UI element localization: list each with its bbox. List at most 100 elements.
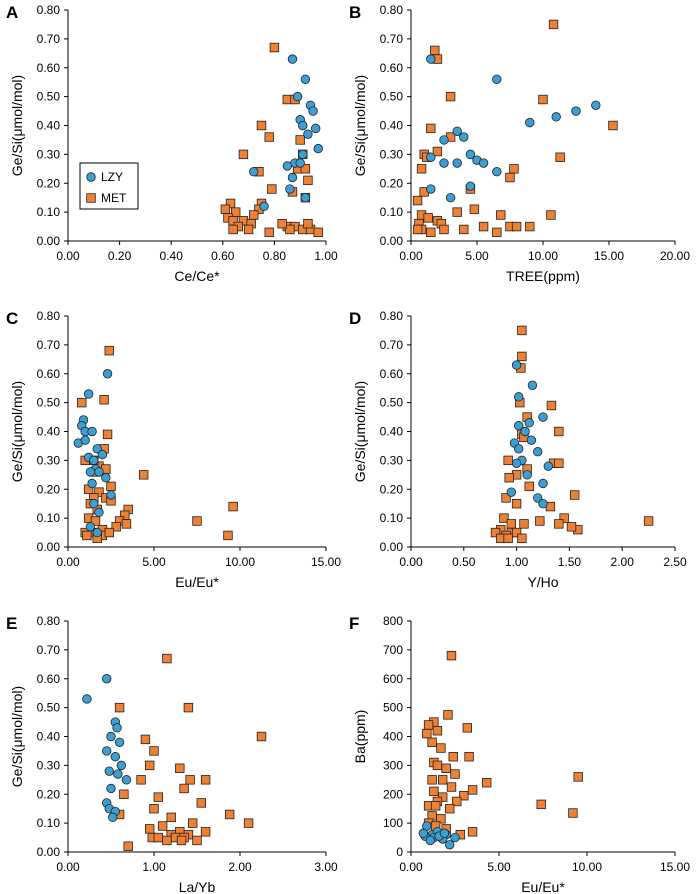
x-tick-label: 15.00 <box>311 555 341 569</box>
met-point <box>573 772 583 782</box>
y-tick-label: 0.00 <box>37 540 61 554</box>
x-axis-title: Ce/Ce* <box>174 268 220 284</box>
met-point <box>459 224 469 235</box>
met-point <box>519 519 529 529</box>
lzy-point <box>445 192 456 203</box>
met-point <box>264 132 274 142</box>
y-tick-label: 0.30 <box>380 453 404 467</box>
lzy-point <box>89 498 99 509</box>
series-lzy <box>426 54 601 203</box>
met-point <box>446 650 457 661</box>
y-tick-label: 0.00 <box>380 540 404 554</box>
met-point <box>430 45 440 56</box>
met-point <box>568 808 578 818</box>
x-tick-label: 1.00 <box>314 249 338 263</box>
legend-lzy-marker <box>86 172 96 182</box>
y-axis-title: Ge/Si(μmol/mol) <box>9 686 25 787</box>
x-tick-label: 20.00 <box>660 249 690 263</box>
series-met <box>412 19 618 238</box>
met-point <box>429 786 439 797</box>
lzy-point <box>538 498 548 509</box>
met-point <box>441 763 451 773</box>
lzy-point <box>425 835 436 846</box>
lzy-point <box>426 152 436 162</box>
x-tick-label: 1.50 <box>558 555 582 569</box>
met-point <box>162 835 172 846</box>
met-point <box>511 498 522 509</box>
series-lzy <box>249 54 323 212</box>
x-tick-label: 15.00 <box>660 860 690 874</box>
lzy-point <box>104 766 114 776</box>
y-tick-label: 0.40 <box>37 730 61 744</box>
met-point <box>153 832 164 843</box>
met-point <box>243 224 254 235</box>
lzy-point <box>85 522 96 532</box>
panel-c: 0.00 0.10 0.20 0.30 0.40 0.50 0.60 0.70 0.80 0.00… <box>6 309 341 590</box>
y-tick-label: 0.50 <box>380 90 404 104</box>
x-axis-title: TREE(ppm) <box>506 268 580 284</box>
y-tick-label: 0.60 <box>37 61 61 75</box>
met-point <box>517 325 527 336</box>
lzy-point <box>112 723 122 733</box>
met-point <box>282 94 293 105</box>
y-tick-label: 0.20 <box>37 176 61 190</box>
x-tick-label: 2.00 <box>228 860 252 874</box>
lzy-point <box>94 507 104 518</box>
y-tick-label: 0.30 <box>37 453 61 467</box>
y-tick-label: 0.40 <box>37 119 61 133</box>
x-tick-label: 0.50 <box>452 555 476 569</box>
met-point <box>509 164 519 174</box>
y-tick-label: 800 <box>383 614 403 628</box>
met-point <box>249 210 259 220</box>
lzy-point <box>439 158 449 168</box>
y-tick-label: 0.40 <box>380 119 404 133</box>
met-point <box>300 164 311 174</box>
met-point <box>436 814 446 824</box>
met-point <box>569 490 580 500</box>
y-tick-label: 0.10 <box>37 511 61 525</box>
lzy-point <box>92 444 102 454</box>
y-tick-label: 0.50 <box>37 701 61 715</box>
y-tick-label: 0.70 <box>380 338 404 352</box>
met-point <box>256 731 267 742</box>
y-tick-label: 0 <box>396 845 403 859</box>
met-point <box>432 760 443 771</box>
met-point <box>430 801 441 811</box>
met-point <box>467 827 478 837</box>
x-tick-label: 0.00 <box>56 555 80 569</box>
met-point <box>243 818 254 828</box>
lzy-point <box>445 840 455 850</box>
y-axis-title: Ge/Si(μmol/mol) <box>9 75 25 176</box>
y-tick-label: 0.60 <box>37 367 61 381</box>
panel-letter: B <box>349 3 361 22</box>
met-point <box>467 785 478 795</box>
x-axis-title: Eu/Eu* <box>175 574 219 590</box>
lzy-point <box>106 783 116 794</box>
y-axis-title: Ba(ppm) <box>352 710 368 764</box>
met-point <box>99 395 109 405</box>
y-tick-label: 0.50 <box>37 396 61 410</box>
met-point <box>426 123 436 134</box>
met-point <box>185 775 195 785</box>
y-tick-label: 0.30 <box>380 147 404 161</box>
lzy-point <box>303 129 313 139</box>
met-point <box>506 519 517 529</box>
x-tick-label: 5.00 <box>465 249 489 263</box>
lzy-point <box>259 201 269 212</box>
x-tick-label: 0.60 <box>211 249 235 263</box>
x-tick-label: 10.00 <box>528 249 558 263</box>
lzy-point <box>459 132 469 142</box>
met-point <box>437 775 448 785</box>
y-tick-label: 0.60 <box>380 367 404 381</box>
y-tick-label: 0.30 <box>37 147 61 161</box>
x-axis-title: Eu/Eu* <box>521 879 565 894</box>
lzy-point <box>106 490 116 500</box>
x-tick-label: 0.00 <box>399 555 423 569</box>
met-point <box>192 835 202 846</box>
x-tick-label: 0.00 <box>399 860 423 874</box>
y-tick-label: 0.80 <box>37 3 61 17</box>
lzy-point <box>452 126 462 136</box>
met-point <box>295 135 305 145</box>
met-point <box>123 841 133 851</box>
met-point <box>448 752 458 762</box>
